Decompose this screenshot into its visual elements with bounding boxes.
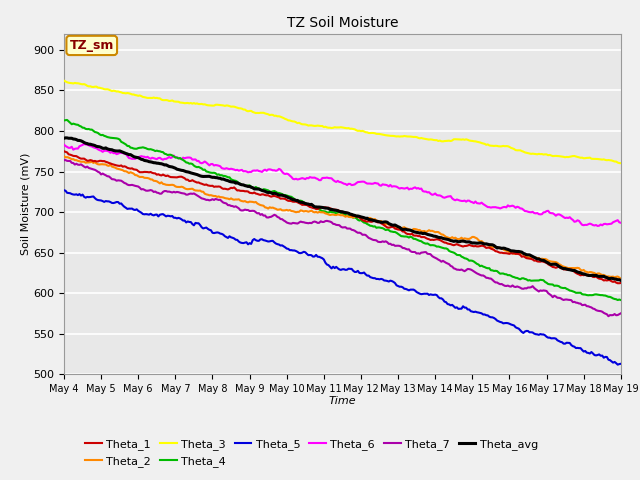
Theta_5 [164,213,172,218]
Theta_1 [616,280,623,286]
Theta_2 [377,218,385,224]
Theta_3 [76,81,83,86]
Theta_7 [410,249,417,255]
Theta_5 [617,361,625,367]
Theta_5 [60,187,68,193]
Theta_avg [617,277,625,283]
Theta_7 [617,311,625,316]
Line: Theta_6: Theta_6 [64,144,621,226]
Line: Theta_4: Theta_4 [64,120,621,300]
Theta_7 [61,157,69,163]
Theta_2 [396,226,403,231]
Line: Theta_1: Theta_1 [64,151,621,283]
Theta_1 [617,280,625,286]
Theta_5 [396,284,403,289]
Theta_4 [60,118,68,123]
Theta_avg [61,135,69,141]
Line: Theta_7: Theta_7 [64,160,621,316]
Theta_6 [60,142,68,148]
Theta_6 [76,144,83,149]
Theta_6 [550,211,558,217]
Theta_4 [617,297,625,303]
Theta_2 [164,182,172,188]
Theta_1 [396,227,403,233]
Y-axis label: Soil Moisture (mV): Soil Moisture (mV) [20,153,30,255]
Theta_7 [605,313,612,319]
Theta_3 [549,153,557,159]
Line: Theta_avg: Theta_avg [64,138,621,280]
Theta_3 [617,160,625,166]
Theta_4 [410,236,417,242]
Theta_2 [549,259,557,264]
Theta_4 [63,117,71,123]
Theta_7 [379,239,387,244]
Theta_avg [379,219,387,225]
Theta_6 [80,141,88,147]
Theta_7 [77,161,85,167]
Theta_2 [60,153,68,159]
Theta_7 [397,244,405,250]
Theta_6 [165,154,173,160]
Theta_1 [164,173,172,179]
Theta_avg [60,135,68,141]
X-axis label: Time: Time [328,396,356,406]
Theta_4 [397,233,405,239]
Theta_3 [408,134,416,140]
Theta_3 [377,132,385,137]
Theta_6 [379,181,387,187]
Theta_2 [408,228,416,233]
Theta_avg [165,164,173,169]
Theta_6 [410,185,417,191]
Line: Theta_3: Theta_3 [64,81,621,163]
Theta_3 [164,97,172,103]
Theta_5 [377,276,385,282]
Theta_avg [77,138,85,144]
Legend: Theta_1, Theta_2, Theta_3, Theta_4, Theta_5, Theta_6, Theta_7, Theta_avg: Theta_1, Theta_2, Theta_3, Theta_4, Thet… [81,435,543,471]
Theta_6 [617,220,625,226]
Theta_5 [408,287,416,292]
Theta_3 [396,134,403,140]
Line: Theta_5: Theta_5 [64,190,621,365]
Theta_6 [397,185,405,191]
Theta_1 [76,155,83,161]
Theta_4 [165,152,173,157]
Theta_7 [550,293,558,299]
Title: TZ Soil Moisture: TZ Soil Moisture [287,16,398,30]
Theta_avg [410,229,417,235]
Theta_4 [77,123,85,129]
Line: Theta_2: Theta_2 [64,156,621,278]
Theta_4 [550,283,558,288]
Theta_2 [76,158,83,164]
Theta_avg [397,226,405,231]
Theta_1 [549,264,557,270]
Theta_1 [408,231,416,237]
Theta_4 [379,225,387,231]
Theta_7 [165,189,173,194]
Theta_avg [550,262,558,267]
Theta_5 [614,362,621,368]
Theta_7 [60,157,68,163]
Theta_5 [76,191,83,197]
Theta_3 [60,78,68,84]
Text: TZ_sm: TZ_sm [70,39,114,52]
Theta_1 [377,220,385,226]
Theta_5 [549,336,557,341]
Theta_1 [60,148,68,154]
Theta_2 [617,276,625,281]
Theta_6 [594,223,602,229]
